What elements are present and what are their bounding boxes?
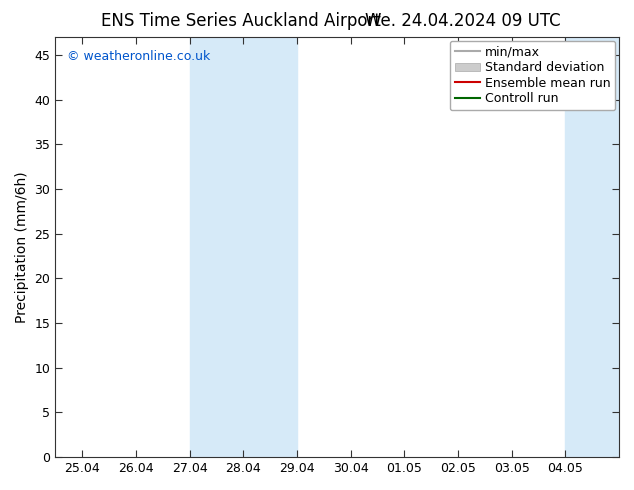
Y-axis label: Precipitation (mm/6h): Precipitation (mm/6h)	[15, 172, 29, 323]
Text: ENS Time Series Auckland Airport: ENS Time Series Auckland Airport	[101, 12, 381, 30]
Legend: min/max, Standard deviation, Ensemble mean run, Controll run: min/max, Standard deviation, Ensemble me…	[450, 41, 615, 110]
Text: © weatheronline.co.uk: © weatheronline.co.uk	[67, 49, 210, 63]
Text: We. 24.04.2024 09 UTC: We. 24.04.2024 09 UTC	[365, 12, 560, 30]
Bar	[566, 37, 619, 457]
Bar	[190, 37, 297, 457]
